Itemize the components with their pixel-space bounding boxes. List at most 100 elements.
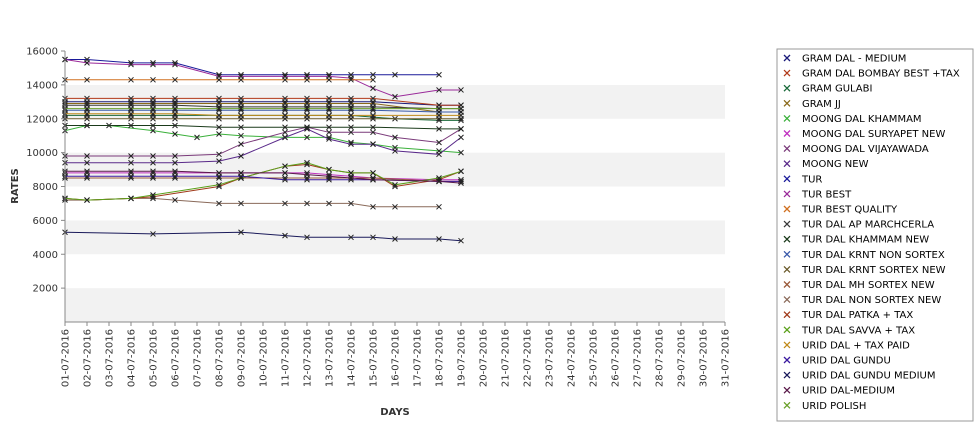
y-axis-ticks: 2000 4000 6000 8000 10000 12000 14000 16000: [26, 47, 65, 295]
data-point: [238, 141, 244, 148]
data-point: [216, 112, 222, 119]
legend-marker: [783, 250, 791, 258]
legend-entry: URID DAL GUNDU MEDIUM: [802, 371, 936, 382]
y-tick-label: 14000: [26, 80, 58, 91]
legend-marker: [783, 371, 791, 379]
data-point: [128, 153, 134, 159]
data-point: [84, 110, 90, 117]
series-line: [65, 104, 461, 110]
data-point: [172, 76, 178, 83]
data-point: [392, 93, 398, 100]
legend-entry: TUR: [801, 174, 822, 185]
data-point: [348, 76, 354, 83]
data-point: [150, 173, 156, 180]
legend-entry: MOONG DAL KHAMMAM: [802, 114, 922, 125]
x-tick-label: 01-07-2016: [61, 329, 72, 387]
legend-marker: [783, 265, 791, 273]
x-tick-label: 25-07-2016: [589, 329, 600, 387]
data-point: [370, 95, 376, 102]
data-point: [216, 131, 222, 137]
data-point: [458, 149, 464, 156]
data-point: [238, 229, 244, 236]
series-19: [62, 110, 464, 119]
data-point: [348, 112, 354, 119]
grid-band: [65, 220, 725, 255]
data-point: [84, 122, 90, 129]
legend-marker: [783, 54, 791, 62]
legend-entry: MOONG DAL SURYAPET NEW: [802, 129, 945, 140]
legend-entry: URID DAL-MEDIUM: [802, 386, 895, 397]
data-point: [304, 176, 310, 183]
series-22: [62, 168, 464, 186]
data-point: [150, 76, 156, 83]
data-point: [150, 192, 156, 198]
series-1: [62, 95, 464, 109]
x-tick-label: 08-07-2016: [215, 329, 226, 387]
data-point: [326, 76, 332, 83]
x-tick-label: 13-07-2016: [325, 329, 336, 387]
legend-entry: TUR DAL NON SORTEX NEW: [801, 295, 941, 306]
data-point: [436, 112, 442, 119]
legend-entry: MOONG DAL VIJAYAWADA: [802, 144, 929, 155]
legend-entry: TUR DAL KHAMMAM NEW: [801, 235, 929, 246]
series-line: [65, 101, 461, 106]
data-point: [216, 200, 222, 207]
data-point: [458, 168, 464, 175]
series-line: [65, 97, 461, 106]
data-point: [436, 203, 442, 210]
y-tick-label: 6000: [33, 216, 58, 227]
legend-marker: [783, 401, 791, 409]
data-point: [458, 112, 464, 119]
x-tick-label: 06-07-2016: [171, 329, 182, 387]
data-point: [282, 112, 288, 119]
data-point: [304, 234, 310, 241]
data-point: [326, 166, 332, 173]
x-tick-label: 11-07-2016: [281, 329, 292, 387]
data-point: [282, 170, 288, 176]
data-point: [172, 159, 178, 166]
y-tick-label: 16000: [26, 47, 58, 58]
data-point: [348, 200, 354, 207]
data-point: [458, 134, 464, 141]
data-point: [348, 124, 354, 131]
data-point: [150, 122, 156, 129]
series-10: [62, 76, 376, 83]
data-point: [348, 105, 354, 112]
data-point: [348, 170, 354, 176]
x-tick-label: 22-07-2016: [523, 329, 534, 387]
data-point: [348, 95, 354, 102]
data-point: [172, 122, 178, 129]
data-point: [326, 105, 332, 112]
data-point: [150, 153, 156, 159]
legend-entry: TUR DAL KRNT NON SORTEX: [801, 250, 945, 261]
data-point: [282, 200, 288, 207]
data-point: [172, 95, 178, 102]
data-point: [436, 236, 442, 242]
data-point: [84, 168, 90, 175]
data-point: [348, 141, 354, 148]
data-point: [150, 115, 156, 122]
data-point: [370, 124, 376, 131]
legend-entry: TUR DAL AP MARCHCERLA: [801, 220, 934, 231]
legend-marker: [783, 326, 791, 334]
data-point: [150, 105, 156, 112]
legend-entry: URID DAL GUNDU: [802, 356, 891, 367]
data-point: [216, 181, 222, 188]
y-tick-label: 12000: [26, 114, 58, 125]
data-point: [128, 95, 134, 102]
data-point: [436, 87, 442, 93]
x-tick-label: 21-07-2016: [501, 329, 512, 387]
x-tick-label: 15-07-2016: [369, 329, 380, 387]
legend-marker: [783, 311, 791, 319]
data-point: [370, 85, 376, 92]
data-point: [392, 203, 398, 210]
data-point: [128, 105, 134, 112]
data-point: [436, 71, 442, 78]
data-point: [304, 200, 310, 207]
series-line: [64, 231, 462, 242]
data-point: [150, 127, 156, 134]
data-point: [194, 134, 200, 141]
data-point: [392, 236, 398, 242]
grid-band: [65, 186, 725, 221]
data-point: [392, 71, 398, 78]
